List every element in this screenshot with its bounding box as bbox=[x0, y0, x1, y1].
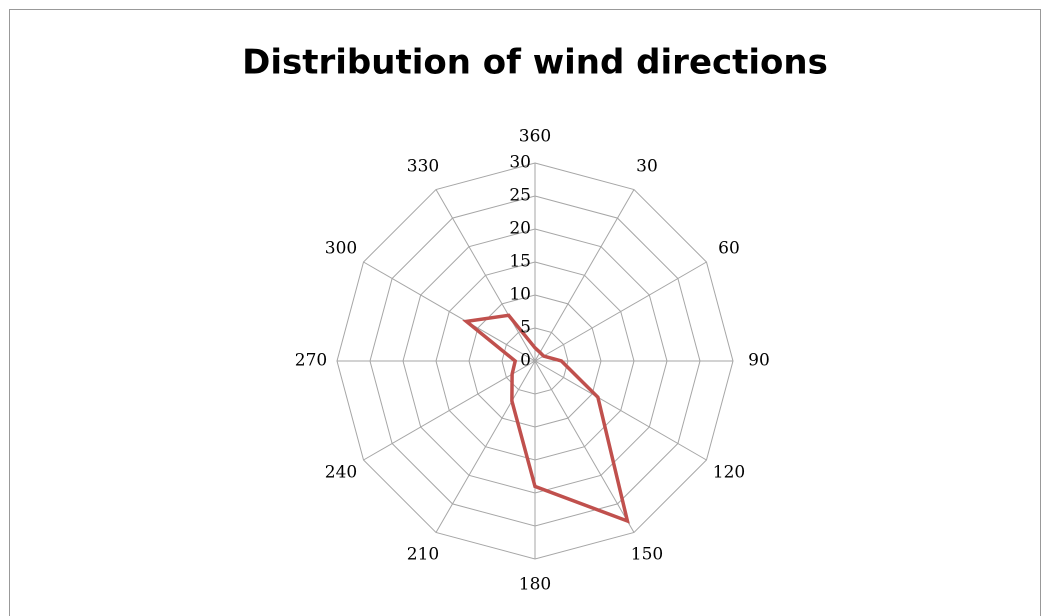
spoke bbox=[534, 360, 707, 461]
category-label: 120 bbox=[713, 463, 745, 483]
category-label: 360 bbox=[519, 127, 551, 147]
category-label: 240 bbox=[325, 463, 357, 483]
series-line bbox=[462, 313, 630, 524]
category-label: 60 bbox=[718, 239, 740, 259]
spoke bbox=[363, 360, 536, 461]
spoke bbox=[435, 189, 536, 362]
spoke bbox=[435, 360, 536, 533]
spoke bbox=[363, 261, 536, 362]
category-label: 300 bbox=[325, 239, 357, 259]
category-label: 210 bbox=[407, 544, 439, 564]
category-label: 270 bbox=[295, 351, 327, 371]
chart-title: Distribution of wind directions bbox=[242, 43, 828, 83]
category-label: 30 bbox=[636, 157, 658, 177]
axis-tick-label: 10 bbox=[509, 285, 531, 305]
chart-frame bbox=[9, 9, 1041, 616]
spoke bbox=[534, 360, 635, 533]
axis-tick-label: 25 bbox=[509, 186, 531, 206]
axis-tick-label: 15 bbox=[509, 252, 531, 272]
category-label: 330 bbox=[407, 157, 439, 177]
category-label: 90 bbox=[748, 351, 770, 371]
axis-tick-label: 20 bbox=[509, 219, 531, 239]
category-label: 150 bbox=[631, 544, 663, 564]
spoke bbox=[534, 261, 707, 362]
axis-tick-label: 30 bbox=[509, 153, 531, 173]
category-label: 180 bbox=[519, 575, 551, 595]
axis-tick-label: 5 bbox=[520, 318, 531, 338]
spoke bbox=[534, 189, 635, 362]
axis-tick-label: 0 bbox=[520, 351, 531, 371]
